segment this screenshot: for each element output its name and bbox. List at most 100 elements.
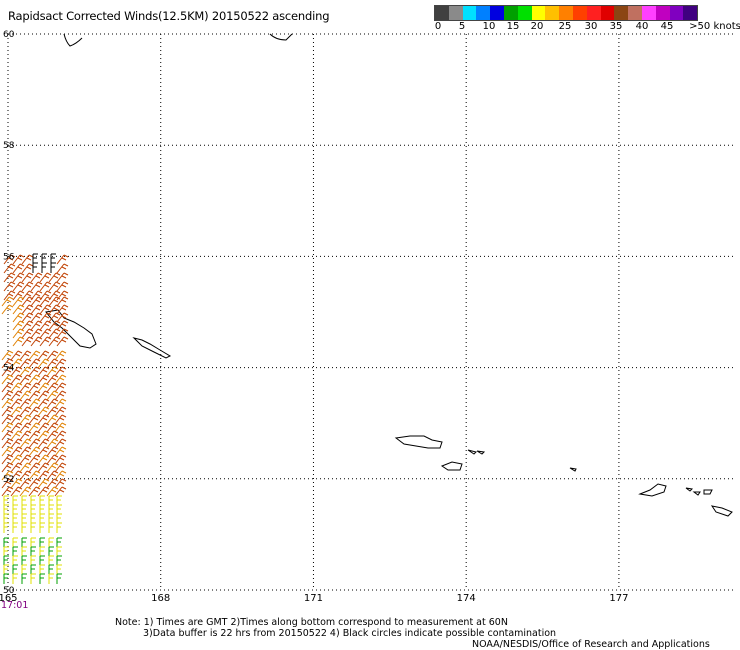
- wind-barb: [30, 513, 36, 524]
- wind-barb: [30, 336, 43, 347]
- scale-swatch: [448, 6, 463, 20]
- wind-barb: [39, 336, 52, 347]
- longitude-label: 174: [457, 593, 476, 604]
- wind-barb: [39, 304, 52, 315]
- lat-lon-grid: [7, 33, 736, 591]
- wind-barb: [19, 390, 32, 401]
- latitude-label: 54: [3, 364, 15, 374]
- wind-barb: [54, 446, 67, 457]
- scale-label: 45: [660, 21, 674, 32]
- wind-barb: [28, 430, 41, 441]
- wind-barb: [56, 573, 62, 584]
- wind-barb: [21, 296, 34, 307]
- wind-barb: [48, 281, 61, 292]
- wind-barb: [3, 504, 9, 515]
- wind-barb: [46, 398, 59, 409]
- wind-barb: [37, 374, 50, 385]
- wind-barb: [19, 398, 32, 409]
- wind-barb: [41, 253, 47, 264]
- wind-barb: [56, 546, 62, 557]
- wind-barb: [46, 414, 59, 425]
- island-outline: [638, 483, 667, 497]
- wind-barb: [19, 350, 32, 361]
- wind-barb: [46, 406, 59, 417]
- wind-barb: [1, 296, 14, 307]
- wind-barb: [39, 296, 52, 307]
- wind-barb: [54, 470, 67, 481]
- wind-barb: [12, 281, 25, 292]
- wind-barb: [39, 573, 45, 584]
- wind-barb: [21, 312, 34, 323]
- wind-barb: [19, 446, 32, 457]
- scale-swatch: [683, 6, 698, 20]
- wind-barb: [30, 312, 43, 323]
- wind-barb: [12, 504, 18, 515]
- wind-barb: [10, 454, 23, 465]
- island-outline: [685, 487, 694, 492]
- scale-label: 40: [635, 21, 649, 32]
- scale-swatch: [669, 6, 684, 20]
- wind-barb: [37, 382, 50, 393]
- latitude-labels: 60 58 56 54 52 50: [3, 30, 15, 596]
- wind-barb: [39, 281, 52, 292]
- wind-barb: [37, 414, 50, 425]
- wind-barb: [54, 358, 67, 369]
- wind-barb: [19, 478, 32, 489]
- wind-barb: [37, 454, 50, 465]
- wind-barb: [39, 504, 45, 515]
- wind-barb: [12, 573, 18, 584]
- scale-swatch: [503, 6, 518, 20]
- wind-barb: [56, 504, 62, 515]
- scale-label: >50 knots: [689, 21, 740, 32]
- wind-barb: [28, 414, 41, 425]
- wind-barb: [54, 414, 67, 425]
- scale-swatch: [490, 6, 504, 20]
- wind-barb: [19, 414, 32, 425]
- wind-barb: [48, 522, 54, 533]
- wind-barb: [54, 486, 67, 497]
- island-outline: [269, 33, 293, 41]
- wind-barb: [12, 290, 25, 301]
- island-outline: [63, 33, 83, 47]
- wind-barb: [46, 390, 59, 401]
- wind-barb: [39, 564, 45, 575]
- wind-barb: [28, 462, 41, 473]
- wind-barb: [37, 478, 50, 489]
- wind-barb: [48, 328, 61, 339]
- wind-barb: [10, 422, 23, 433]
- wind-barb: [1, 478, 14, 489]
- wind-barb: [56, 555, 62, 566]
- wind-barb: [30, 304, 43, 315]
- wind-barb: [1, 462, 14, 473]
- coastlines: [45, 33, 733, 517]
- wind-barb: [54, 478, 67, 489]
- wind-barb: [48, 537, 54, 548]
- latitude-label: 52: [3, 475, 14, 485]
- wind-barb: [37, 486, 50, 497]
- wind-barb: [21, 546, 27, 557]
- wind-barb: [12, 537, 18, 548]
- scale-label: 20: [530, 21, 544, 32]
- credit-line: NOAA/NESDIS/Office of Research and Appli…: [472, 639, 710, 650]
- wind-barb: [37, 462, 50, 473]
- wind-barb: [56, 304, 69, 315]
- wind-barb: [48, 504, 54, 515]
- wind-barb: [32, 262, 38, 273]
- wind-barb: [19, 374, 32, 385]
- wind-barb: [28, 390, 41, 401]
- wind-barb: [1, 382, 14, 393]
- wind-barb: [28, 446, 41, 457]
- longitude-label: 168: [151, 593, 170, 604]
- wind-barb: [1, 304, 14, 315]
- wind-barb: [1, 406, 14, 417]
- wind-barb: [39, 555, 45, 566]
- wind-barb: [54, 438, 67, 449]
- wind-barb: [56, 336, 69, 347]
- wind-barb: [56, 254, 69, 265]
- page-title: Rapidsact Corrected Winds(12.5KM) 201505…: [8, 9, 330, 23]
- wind-barb: [37, 350, 50, 361]
- wind-barb: [46, 374, 59, 385]
- wind-barb: [12, 555, 18, 566]
- scale-swatch: [586, 6, 601, 20]
- wind-barb: [3, 513, 9, 524]
